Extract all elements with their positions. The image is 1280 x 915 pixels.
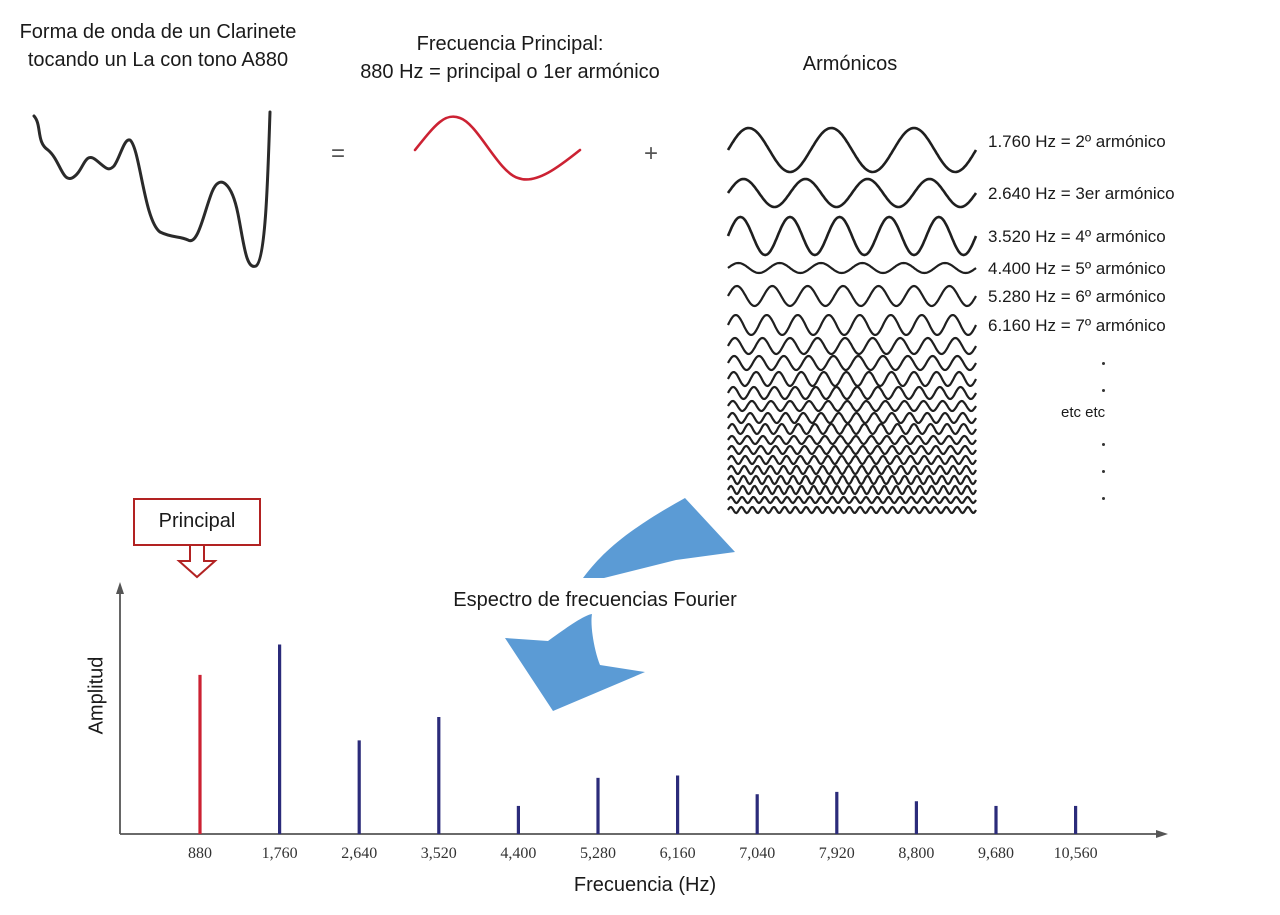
harmonic-label: 4.400 Hz = 5º armónico [988,259,1166,278]
harmonic-label: 5.280 Hz = 6º armónico [988,287,1166,306]
principal-frequency-title: Frecuencia Principal: 880 Hz = principal… [330,30,690,86]
harmonic-wave [727,474,977,486]
x-tick-label: 8,800 [898,845,934,862]
harmonic-wave [727,385,977,401]
harmonic-wave [727,422,977,436]
x-tick-label: 7,040 [739,845,775,862]
harmonic-label: 3.520 Hz = 4º armónico [988,227,1166,246]
x-tick-label: 4,400 [500,845,536,862]
harmonic-wave [727,454,977,466]
principal-callout-box [133,498,261,546]
spectrum-bars [198,644,1078,834]
harmonic-wave [727,284,977,308]
equals-sign: = [331,140,346,167]
harmonic-wave [727,336,977,356]
harmonic-wave [726,126,978,174]
harmonic-label: 2.640 Hz = 3er armónico [988,184,1175,203]
x-axis-label: Frecuencia (Hz) [573,874,717,896]
principal-callout-label: Principal [158,510,236,532]
ellipsis-dot [1102,443,1105,446]
harmonic-waves-group [726,126,978,515]
harmonic-wave [727,495,977,505]
harmonic-wave [726,177,978,209]
harmonic-wave [727,444,977,456]
harmonic-label: 1.760 Hz = 2º armónico [988,132,1166,151]
harmonic-wave [727,434,977,446]
x-tick-label: 7,920 [819,845,855,862]
x-tick-label: 9,680 [978,845,1014,862]
harmonic-wave [727,370,977,388]
fourier-arrow-lower [505,614,645,711]
harmonic-wave [727,399,977,413]
harmonic-wave [727,464,977,476]
harmonic-wave [727,261,977,275]
harmonic-wave [727,505,977,515]
x-tick-label: 6,160 [660,845,696,862]
harmonic-wave [727,411,977,425]
x-tick-label: 1,760 [262,845,298,862]
harmonic-wave [727,314,977,336]
x-tick-label: 880 [188,845,212,862]
clarinet-waveform [32,110,272,268]
chart-title: Espectro de frecuencias Fourier [453,589,737,611]
x-tick-label: 10,560 [1054,845,1098,862]
harmonic-wave [727,354,977,372]
y-axis-arrowhead [116,582,124,594]
harmonic-wave [727,484,977,496]
ellipsis-dot [1102,362,1105,365]
etc-label: etc etc [1061,404,1106,421]
principal-callout-arrow [176,545,218,579]
ellipsis-dot [1102,497,1105,500]
fundamental-sine-wave [413,115,582,181]
harmonic-wave [726,215,978,257]
principal-title-line2: 880 Hz = principal o 1er armónico [360,61,660,83]
principal-title-line1: Frecuencia Principal: [416,33,604,55]
x-tick-label: 3,520 [421,845,457,862]
plus-sign: + [644,140,659,167]
x-tick-label: 5,280 [580,845,616,862]
fourier-arrow-upper [583,498,735,578]
harmonics-title: Armónicos [802,53,898,75]
x-tick-labels: 880 1,760 2,640 3,520 4,400 5,280 6,160 7,040 7,… [188,845,1098,862]
harmonic-label: 6.160 Hz = 7º armónico [988,316,1166,335]
x-axis-arrowhead [1156,830,1168,838]
ellipsis-dot [1102,389,1105,392]
waveform-title: Forma de onda de un Clarinete tocando un… [19,21,297,71]
y-axis-label: Amplitud [85,656,108,735]
ellipsis-dot [1102,470,1105,473]
x-tick-label: 2,640 [341,845,377,862]
